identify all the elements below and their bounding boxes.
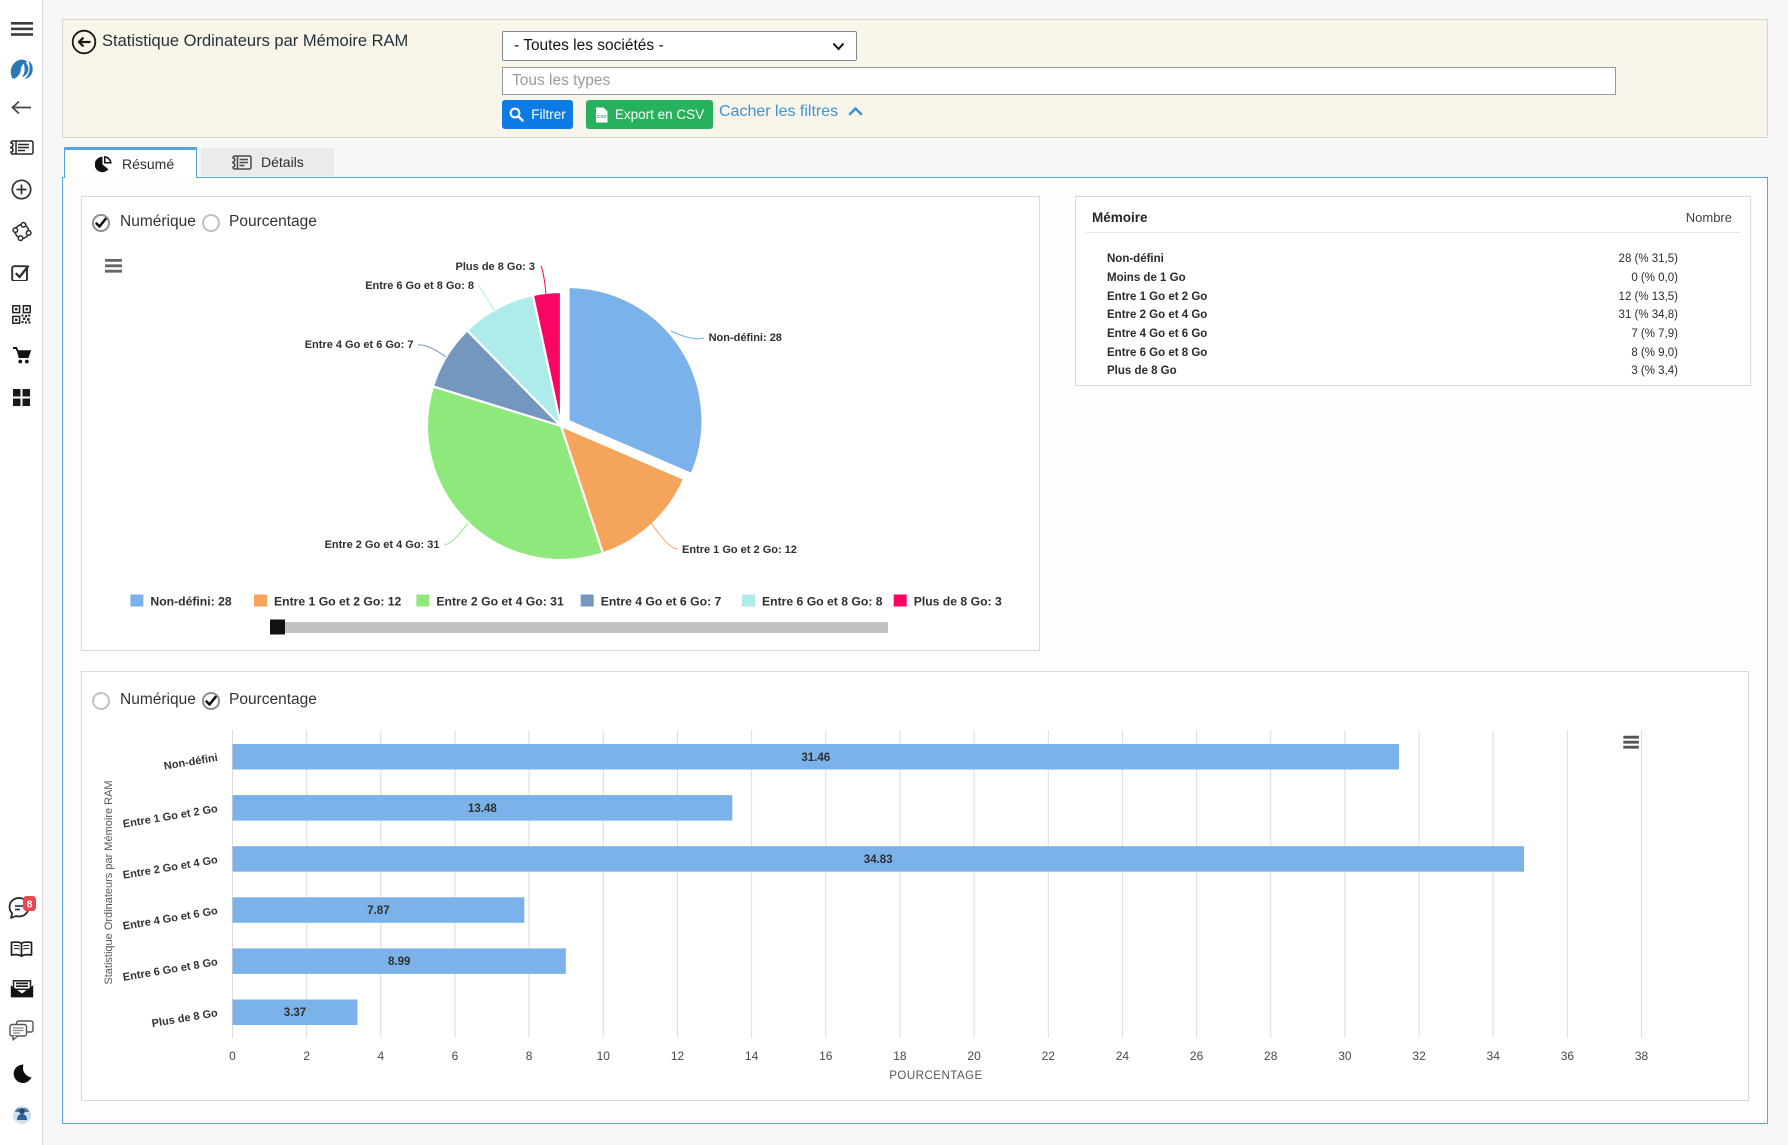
svg-text:8: 8 (26, 899, 32, 911)
svg-text:CSV: CSV (597, 114, 608, 120)
